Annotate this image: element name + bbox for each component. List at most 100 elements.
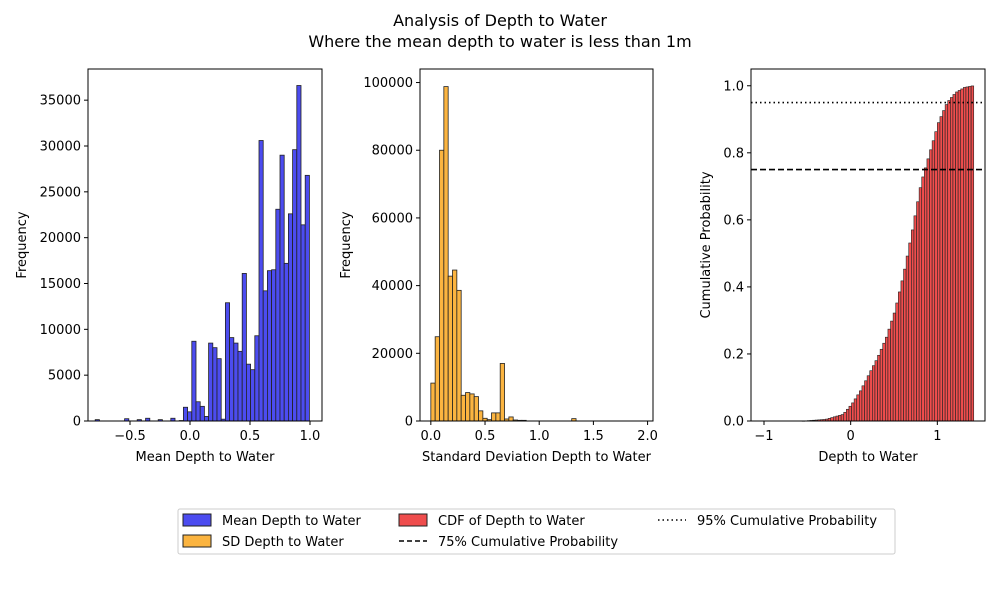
y-tick-label: 100000 xyxy=(363,76,413,91)
cdf-bar xyxy=(908,242,912,422)
mean-depth-bar xyxy=(245,363,251,422)
legend-label-cdf: CDF of Depth to Water xyxy=(438,514,585,529)
cdf-bar xyxy=(939,116,943,422)
sd-depth-bar xyxy=(491,412,497,422)
mean-depth-bar xyxy=(195,401,201,422)
y-tick-label: 10000 xyxy=(40,323,81,338)
cdf-bar xyxy=(952,94,956,422)
cdf-bar xyxy=(937,122,941,422)
cdf-bar xyxy=(835,415,839,422)
cdf-bar xyxy=(931,140,936,422)
mean-depth-bar xyxy=(271,269,277,422)
sd-depth-bar xyxy=(473,396,479,422)
legend-label-mean: Mean Depth to Water xyxy=(222,514,362,529)
y-tick-label: 0.6 xyxy=(723,213,744,228)
y-tick-label: 20000 xyxy=(372,347,413,362)
sd-depth-bar xyxy=(495,412,501,422)
x-tick-label: 0 xyxy=(847,429,855,444)
cdf-bar xyxy=(853,398,858,422)
cdf-bar xyxy=(864,380,868,422)
x-tick-label: 0.0 xyxy=(420,429,441,444)
mean-depth-bar xyxy=(208,342,214,422)
y-tick-label: 80000 xyxy=(372,144,413,159)
cdf-bar xyxy=(843,411,847,422)
sd-depth-bar xyxy=(460,394,466,422)
y-tick-label: 40000 xyxy=(372,279,413,294)
cdf-bar xyxy=(840,414,845,422)
cdf-bar xyxy=(926,158,930,422)
y-axis-label: Cumulative Probability xyxy=(699,171,714,318)
axes-frame xyxy=(419,68,654,422)
legend-swatch-sd xyxy=(182,534,212,548)
mean-depth-bar xyxy=(191,340,197,422)
y-tick-label: 0.8 xyxy=(723,146,744,161)
axes-frame xyxy=(750,68,986,422)
cdf-bar xyxy=(905,255,910,422)
x-tick-label: −0.5 xyxy=(114,429,146,444)
mean-depth-bar xyxy=(296,85,302,422)
y-tick-label: 5000 xyxy=(48,369,81,384)
mean-depth-bar xyxy=(237,350,243,422)
cdf-bar xyxy=(900,280,904,422)
y-tick-label: 30000 xyxy=(40,140,81,155)
cdf-bar xyxy=(869,370,873,422)
y-tick-label: 15000 xyxy=(40,277,81,292)
cdf-bar xyxy=(924,167,928,422)
x-tick-label: 0.5 xyxy=(240,429,261,444)
x-tick-label: −1 xyxy=(754,429,773,444)
cdf-bar xyxy=(970,85,975,422)
cdf-bar xyxy=(965,86,969,422)
cdf-bar xyxy=(892,312,897,422)
cdf-bar xyxy=(890,320,894,422)
mean-depth-bar xyxy=(216,358,222,422)
cdf-bar xyxy=(877,354,881,422)
sd-depth-histogram: 0.0 0.5 1.0 1.5 2.0 0 20000 40000 60000 80000 1000… xyxy=(339,68,658,465)
mean-depth-bar xyxy=(258,140,264,422)
cdf-bar xyxy=(947,100,951,422)
mean-depth-bar xyxy=(250,369,256,422)
y-tick-label: 0 xyxy=(405,415,413,430)
mean-depth-bar xyxy=(229,337,235,422)
cdf-bar xyxy=(913,215,917,422)
cdf-bar xyxy=(950,97,954,422)
y-tick-label: 35000 xyxy=(40,94,81,109)
cdf-bar xyxy=(960,88,964,422)
sd-depth-bar xyxy=(456,289,462,422)
legend-swatch-mean xyxy=(182,513,212,527)
cdf-bar xyxy=(963,87,967,422)
cdf-bar xyxy=(911,229,915,422)
cdf-bar xyxy=(879,348,884,422)
cdf-bar xyxy=(934,131,938,422)
y-tick-label: 0.0 xyxy=(723,415,744,430)
x-axis-label: Standard Deviation Depth to Water xyxy=(422,450,652,465)
cdf-bar xyxy=(942,110,946,422)
mean-depth-bar xyxy=(300,224,306,422)
cdf-bar xyxy=(882,342,886,422)
sd-depth-bar xyxy=(452,269,458,422)
legend-label-75: 75% Cumulative Probability xyxy=(438,535,618,550)
figure-subtitle: Where the mean depth to water is less th… xyxy=(308,32,691,51)
legend-frame xyxy=(177,508,896,555)
cdf-bar xyxy=(898,291,902,422)
mean-depth-bar xyxy=(287,213,293,422)
mean-depth-bar xyxy=(182,406,188,422)
cdf-bar xyxy=(866,375,871,422)
cdf-bar xyxy=(851,402,855,422)
sd-depth-bar xyxy=(508,416,514,422)
legend: Mean Depth to Water SD Depth to Water CD… xyxy=(177,508,896,555)
cdf-bar xyxy=(921,176,925,422)
x-tick-label: 1 xyxy=(933,429,941,444)
mean-depth-bar xyxy=(279,154,285,422)
y-tick-label: 0 xyxy=(73,415,81,430)
cdf-bar xyxy=(929,149,933,422)
cdf-bar xyxy=(944,104,949,422)
cdf-bar xyxy=(856,394,860,422)
legend-label-sd: SD Depth to Water xyxy=(222,535,344,550)
cdf-bar xyxy=(887,328,891,422)
y-axis-label: Frequency xyxy=(15,211,30,278)
mean-depth-bar xyxy=(187,411,193,422)
mean-depth-bar xyxy=(241,273,247,422)
sd-depth-bar xyxy=(434,336,440,422)
y-tick-label: 60000 xyxy=(372,211,413,226)
